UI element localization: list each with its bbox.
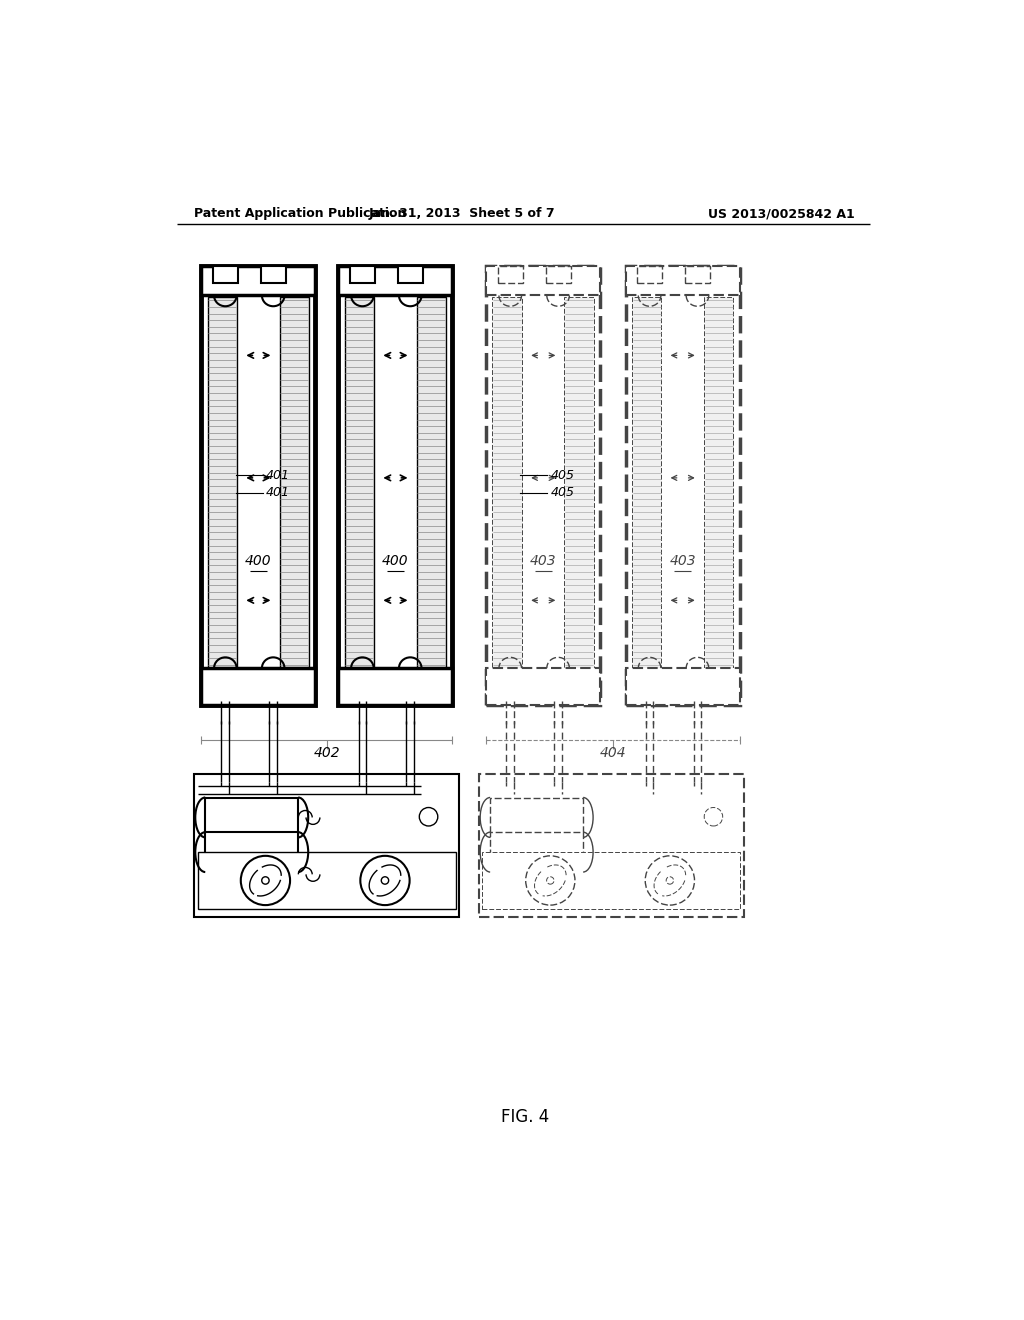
Bar [339,267,453,296]
Bar [685,267,710,284]
Circle shape [547,876,554,884]
Circle shape [381,876,389,884]
Circle shape [525,855,574,906]
Bar [498,267,523,284]
Bar [339,267,453,705]
Text: 405: 405 [551,486,574,499]
Bar [202,267,315,296]
Bar [208,297,238,668]
Text: FIG. 4: FIG. 4 [501,1107,549,1126]
Bar [350,267,375,284]
Bar [486,267,600,296]
Bar [205,797,298,837]
Bar [482,851,740,909]
Text: 400: 400 [382,553,409,568]
Text: 401: 401 [265,486,290,499]
Bar [626,668,739,705]
Bar [637,267,663,284]
Circle shape [645,855,694,906]
Circle shape [419,808,438,826]
Bar [632,297,662,668]
Circle shape [241,855,290,906]
Text: Jan. 31, 2013  Sheet 5 of 7: Jan. 31, 2013 Sheet 5 of 7 [369,207,555,220]
Bar [564,297,594,668]
Bar [626,267,739,296]
Bar [261,267,286,284]
Bar [546,267,570,284]
Circle shape [667,876,674,884]
Bar [417,297,446,668]
Text: 400: 400 [245,553,271,568]
Circle shape [262,876,269,884]
Circle shape [705,808,723,826]
Bar [703,297,733,668]
Text: 403: 403 [530,553,557,568]
Bar [280,297,309,668]
Text: Patent Application Publication: Patent Application Publication [194,207,407,220]
Text: 401: 401 [265,469,290,482]
Bar [478,775,744,917]
Bar [345,297,374,668]
Bar [626,267,739,705]
Bar [202,668,315,705]
Text: US 2013/0025842 A1: US 2013/0025842 A1 [708,207,854,220]
Text: 403: 403 [670,553,696,568]
Bar [486,668,600,705]
Bar [486,267,600,705]
Bar [202,267,315,705]
Bar [490,832,583,873]
Text: 404: 404 [600,746,627,760]
Bar [339,668,453,705]
Bar [194,775,460,917]
Bar [213,267,238,284]
Bar [198,851,456,909]
Circle shape [360,855,410,906]
Text: 402: 402 [313,746,340,760]
Bar [490,797,583,837]
Bar [205,832,298,873]
Bar [493,297,522,668]
Bar [397,267,423,284]
Text: 405: 405 [551,469,574,482]
